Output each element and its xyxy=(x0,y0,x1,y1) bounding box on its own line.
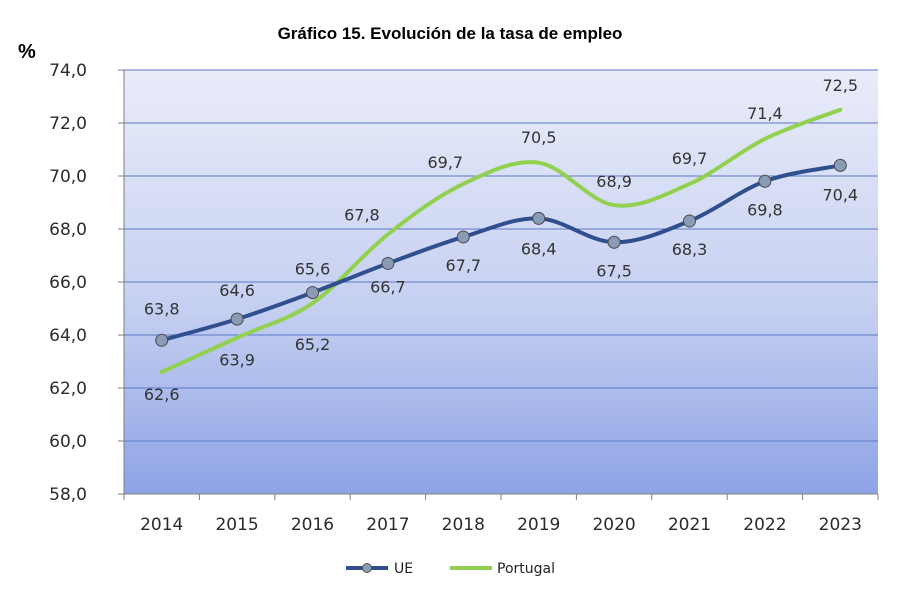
data-label-portugal: 68,9 xyxy=(596,172,632,191)
data-label-portugal: 62,6 xyxy=(144,385,180,404)
x-tick-label: 2019 xyxy=(517,515,560,535)
legend-label-portugal: Portugal xyxy=(497,561,555,577)
y-tick-label: 58,0 xyxy=(49,485,87,505)
data-label-ue: 67,7 xyxy=(445,256,481,275)
y-tick-label: 64,0 xyxy=(49,326,87,346)
x-tick-label: 2023 xyxy=(819,515,862,535)
data-point-ue xyxy=(155,333,169,347)
data-label-portugal: 71,4 xyxy=(747,104,783,123)
legend-entry-ue: UE xyxy=(346,561,413,577)
data-point-ue xyxy=(306,286,319,300)
data-label-portugal: 63,9 xyxy=(219,351,255,370)
data-label-ue: 66,7 xyxy=(370,277,406,296)
x-tick-label: 2018 xyxy=(442,515,485,535)
data-point-ue xyxy=(758,174,772,188)
data-point-ue xyxy=(833,158,847,172)
x-tick-label: 2017 xyxy=(366,515,409,535)
data-point-ue xyxy=(230,312,244,326)
data-point-ue xyxy=(532,211,546,225)
series-line-ue xyxy=(159,163,843,343)
data-label-portugal: 67,8 xyxy=(344,205,380,224)
data-label-ue: 68,3 xyxy=(672,240,708,259)
series-markers xyxy=(155,158,847,347)
chart-title: Gráfico 15. Evolución de la tasa de empl… xyxy=(278,24,623,43)
data-point-ue xyxy=(683,214,696,228)
legend-marker-ue xyxy=(362,563,372,573)
data-point-ue xyxy=(607,235,621,249)
y-tick-label: 62,0 xyxy=(49,379,87,399)
data-point-ue xyxy=(456,230,470,244)
data-labels: 62,6 63,9 65,2 67,8 69,7 70,5 68,9 69,7 71,4 72,5… xyxy=(144,76,858,404)
data-label-portugal: 70,5 xyxy=(521,128,557,147)
x-tick-label: 2016 xyxy=(291,515,334,535)
legend-entry-portugal: Portugal xyxy=(450,561,555,577)
data-label-portugal: 65,2 xyxy=(295,335,331,354)
data-label-ue: 69,8 xyxy=(747,200,783,219)
y-axis-unit: % xyxy=(18,41,36,63)
data-label-portugal: 69,7 xyxy=(427,153,463,172)
data-label-ue: 70,4 xyxy=(822,185,858,204)
y-tick-label: 68,0 xyxy=(49,220,87,240)
x-tick-label: 2015 xyxy=(215,515,258,535)
y-tick-label: 60,0 xyxy=(49,432,87,452)
legend: UE Portugal xyxy=(346,561,555,577)
data-label-portugal: 72,5 xyxy=(822,76,858,95)
data-label-ue: 63,8 xyxy=(144,299,180,318)
data-label-portugal: 69,7 xyxy=(672,149,708,168)
y-tick-label: 72,0 xyxy=(49,114,87,134)
data-label-ue: 65,6 xyxy=(295,260,331,279)
x-tick-label: 2020 xyxy=(592,515,635,535)
gridlines xyxy=(124,69,878,442)
x-tick-labels: 2014 2015 2016 2017 2018 2019 2020 2021 2022 2023 xyxy=(140,515,862,535)
y-tick-label: 74,0 xyxy=(49,61,87,81)
y-tick-label: 66,0 xyxy=(49,273,87,293)
y-tick-label: 70,0 xyxy=(49,167,87,187)
data-label-ue: 68,4 xyxy=(521,239,557,258)
x-tick-label: 2014 xyxy=(140,515,183,535)
data-point-ue xyxy=(381,256,395,270)
data-label-ue: 64,6 xyxy=(219,281,255,300)
legend-label-ue: UE xyxy=(394,561,413,577)
series-lines xyxy=(159,107,843,375)
data-label-ue: 67,5 xyxy=(596,261,632,280)
y-tick-labels: 58,0 60,0 62,0 64,0 66,0 68,0 70,0 72,0 74,0 xyxy=(49,61,87,505)
x-tick-label: 2021 xyxy=(668,515,711,535)
axes xyxy=(118,69,879,500)
x-tick-label: 2022 xyxy=(743,515,786,535)
series-line-portugal xyxy=(159,107,843,375)
